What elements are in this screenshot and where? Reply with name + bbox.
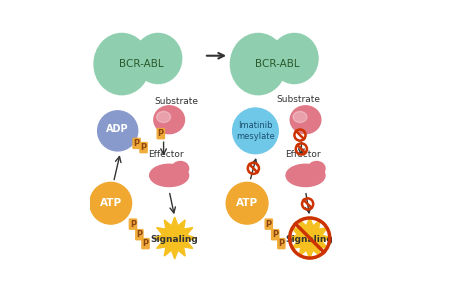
Text: Effector: Effector (285, 150, 321, 159)
Text: P: P (136, 230, 142, 239)
Text: Substrate: Substrate (154, 97, 198, 106)
Ellipse shape (293, 111, 307, 122)
Ellipse shape (154, 106, 185, 134)
Ellipse shape (172, 162, 189, 176)
Circle shape (226, 182, 268, 224)
Ellipse shape (308, 162, 325, 176)
Circle shape (98, 111, 138, 151)
Text: P: P (272, 230, 278, 239)
Text: P: P (158, 129, 164, 138)
Text: P: P (278, 239, 284, 248)
Text: P: P (130, 220, 136, 229)
Text: P: P (266, 220, 272, 229)
Ellipse shape (134, 34, 182, 83)
Text: BCR-ABL: BCR-ABL (256, 59, 300, 69)
Text: ADP: ADP (106, 124, 129, 135)
Ellipse shape (94, 34, 150, 95)
Polygon shape (289, 217, 331, 259)
Ellipse shape (150, 164, 189, 187)
Text: P: P (141, 143, 147, 152)
Ellipse shape (271, 34, 318, 83)
Text: ATP: ATP (236, 198, 258, 208)
Text: Signaling: Signaling (286, 235, 333, 244)
Ellipse shape (290, 106, 321, 134)
Circle shape (90, 182, 131, 224)
Text: P: P (142, 239, 148, 248)
Circle shape (233, 108, 278, 154)
Text: Substrate: Substrate (277, 95, 321, 104)
Text: BCR-ABL: BCR-ABL (119, 59, 164, 69)
Text: P: P (134, 139, 140, 148)
Ellipse shape (286, 164, 325, 187)
Ellipse shape (230, 34, 286, 95)
Text: Effector: Effector (148, 150, 184, 159)
Ellipse shape (157, 111, 170, 122)
Text: Signaling: Signaling (151, 235, 199, 244)
Text: Imatinib
mesylate: Imatinib mesylate (236, 121, 275, 141)
Text: ATP: ATP (100, 198, 122, 208)
Polygon shape (154, 217, 196, 259)
